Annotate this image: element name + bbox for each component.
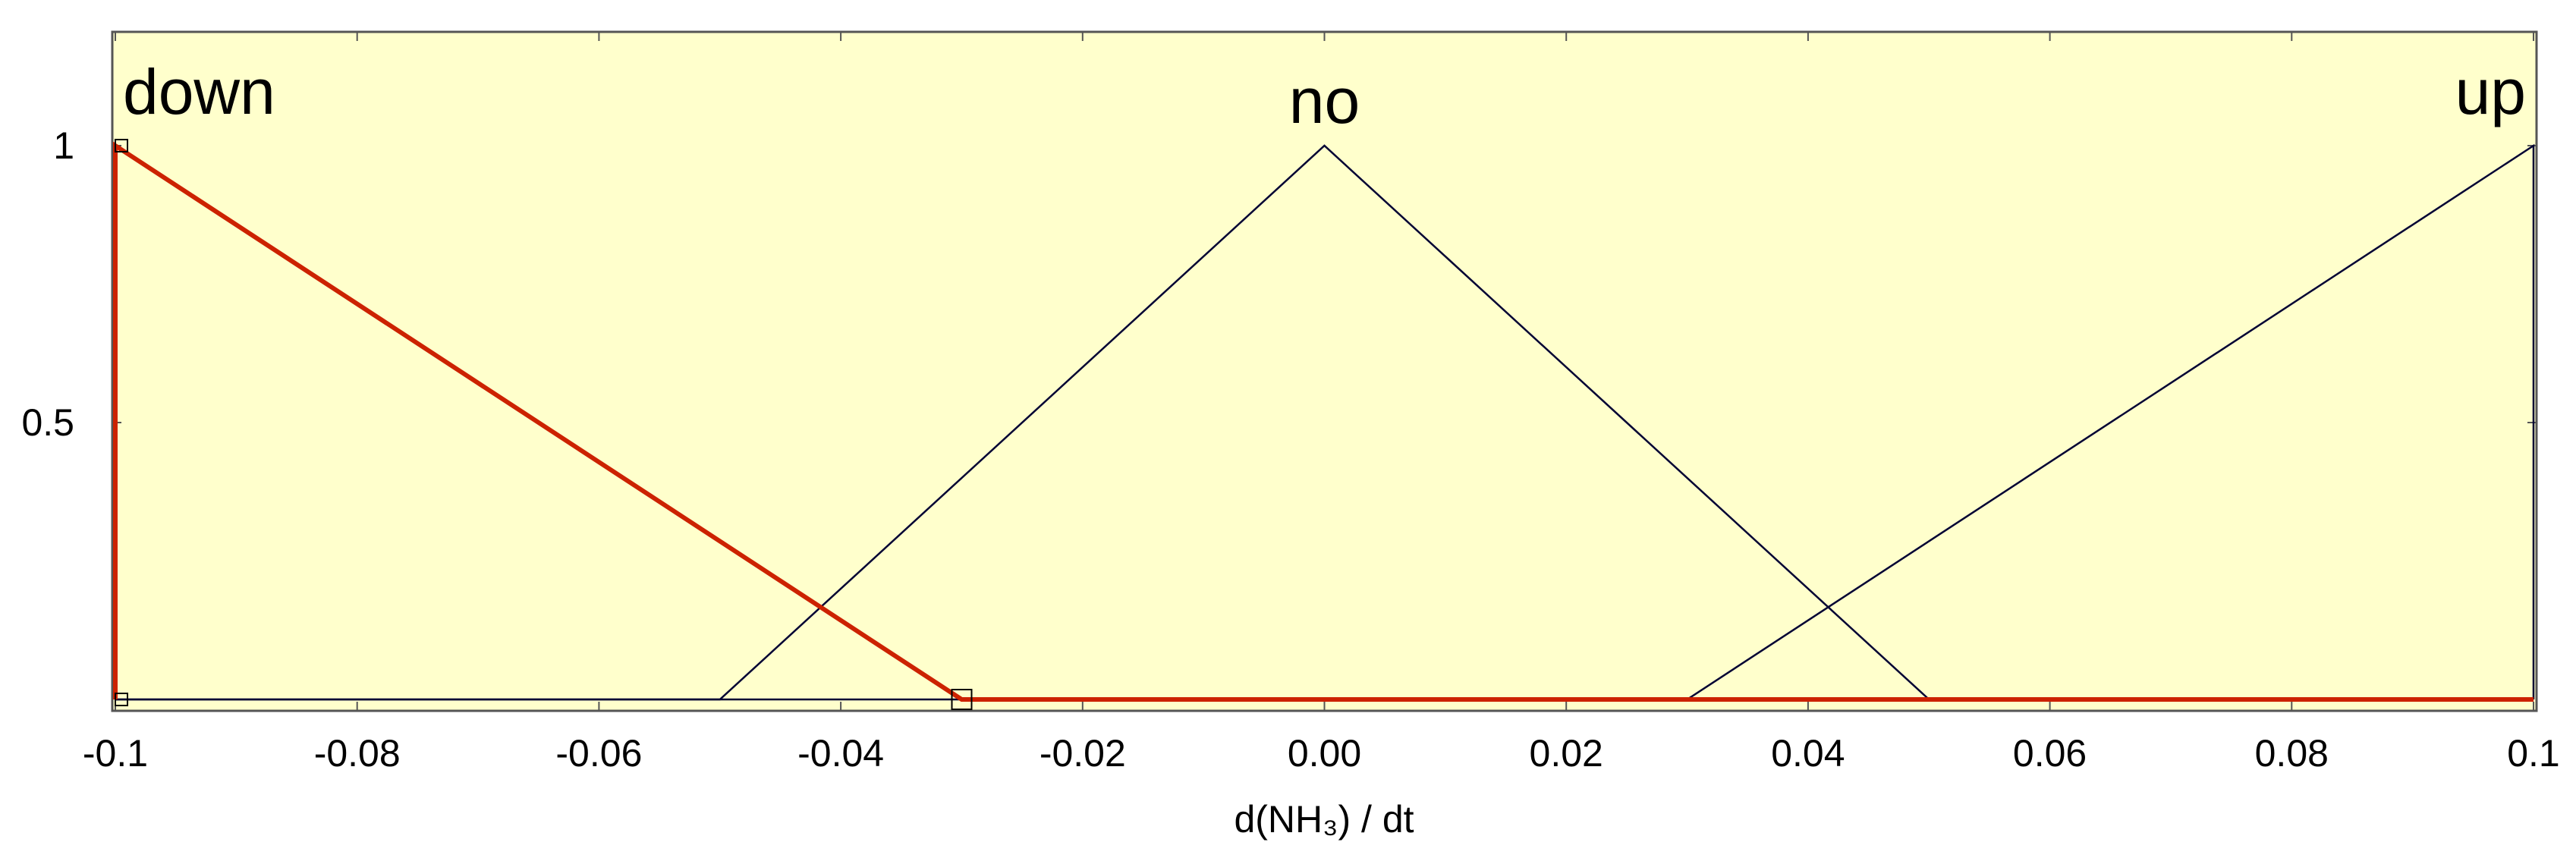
mf-handle[interactable]	[951, 689, 973, 710]
series-line-down	[113, 141, 2534, 702]
x-tick-label: 0.00	[1288, 732, 1361, 775]
series-lines	[113, 141, 2535, 702]
series-line-up	[115, 143, 2535, 701]
y-axis-ticks: 0.51	[21, 124, 2537, 444]
x-tick-label: -0.02	[1040, 732, 1126, 775]
x-tick-label: 0.06	[2013, 732, 2087, 775]
x-tick-label: -0.08	[314, 732, 401, 775]
x-tick-label: -0.06	[555, 732, 642, 775]
mf-handles	[115, 139, 973, 710]
mf-handle[interactable]	[115, 139, 128, 152]
y-tick-label: 0.5	[21, 401, 74, 444]
x-tick-label: 0.1	[2507, 732, 2560, 775]
series-label-no: no	[1289, 65, 1360, 137]
series-labels: down no up	[123, 56, 2526, 137]
x-axis-ticks: -0.1 -0.08 -0.06 -0.04 -0.02 0.00 0.02 0.04 0.06…	[83, 32, 2560, 775]
y-tick-label: 1	[53, 124, 74, 167]
x-tick-label: 0.04	[1771, 732, 1845, 775]
x-tick-label: -0.04	[797, 732, 884, 775]
series-label-down: down	[123, 56, 275, 127]
series-label-up: up	[2455, 56, 2526, 127]
x-tick-label: 0.08	[2255, 732, 2329, 775]
x-axis-label: d(NH₃) / dt	[1234, 798, 1414, 841]
mf-handle[interactable]	[115, 693, 128, 706]
x-tick-label: -0.1	[83, 732, 148, 775]
x-tick-label: 0.02	[1530, 732, 1603, 775]
